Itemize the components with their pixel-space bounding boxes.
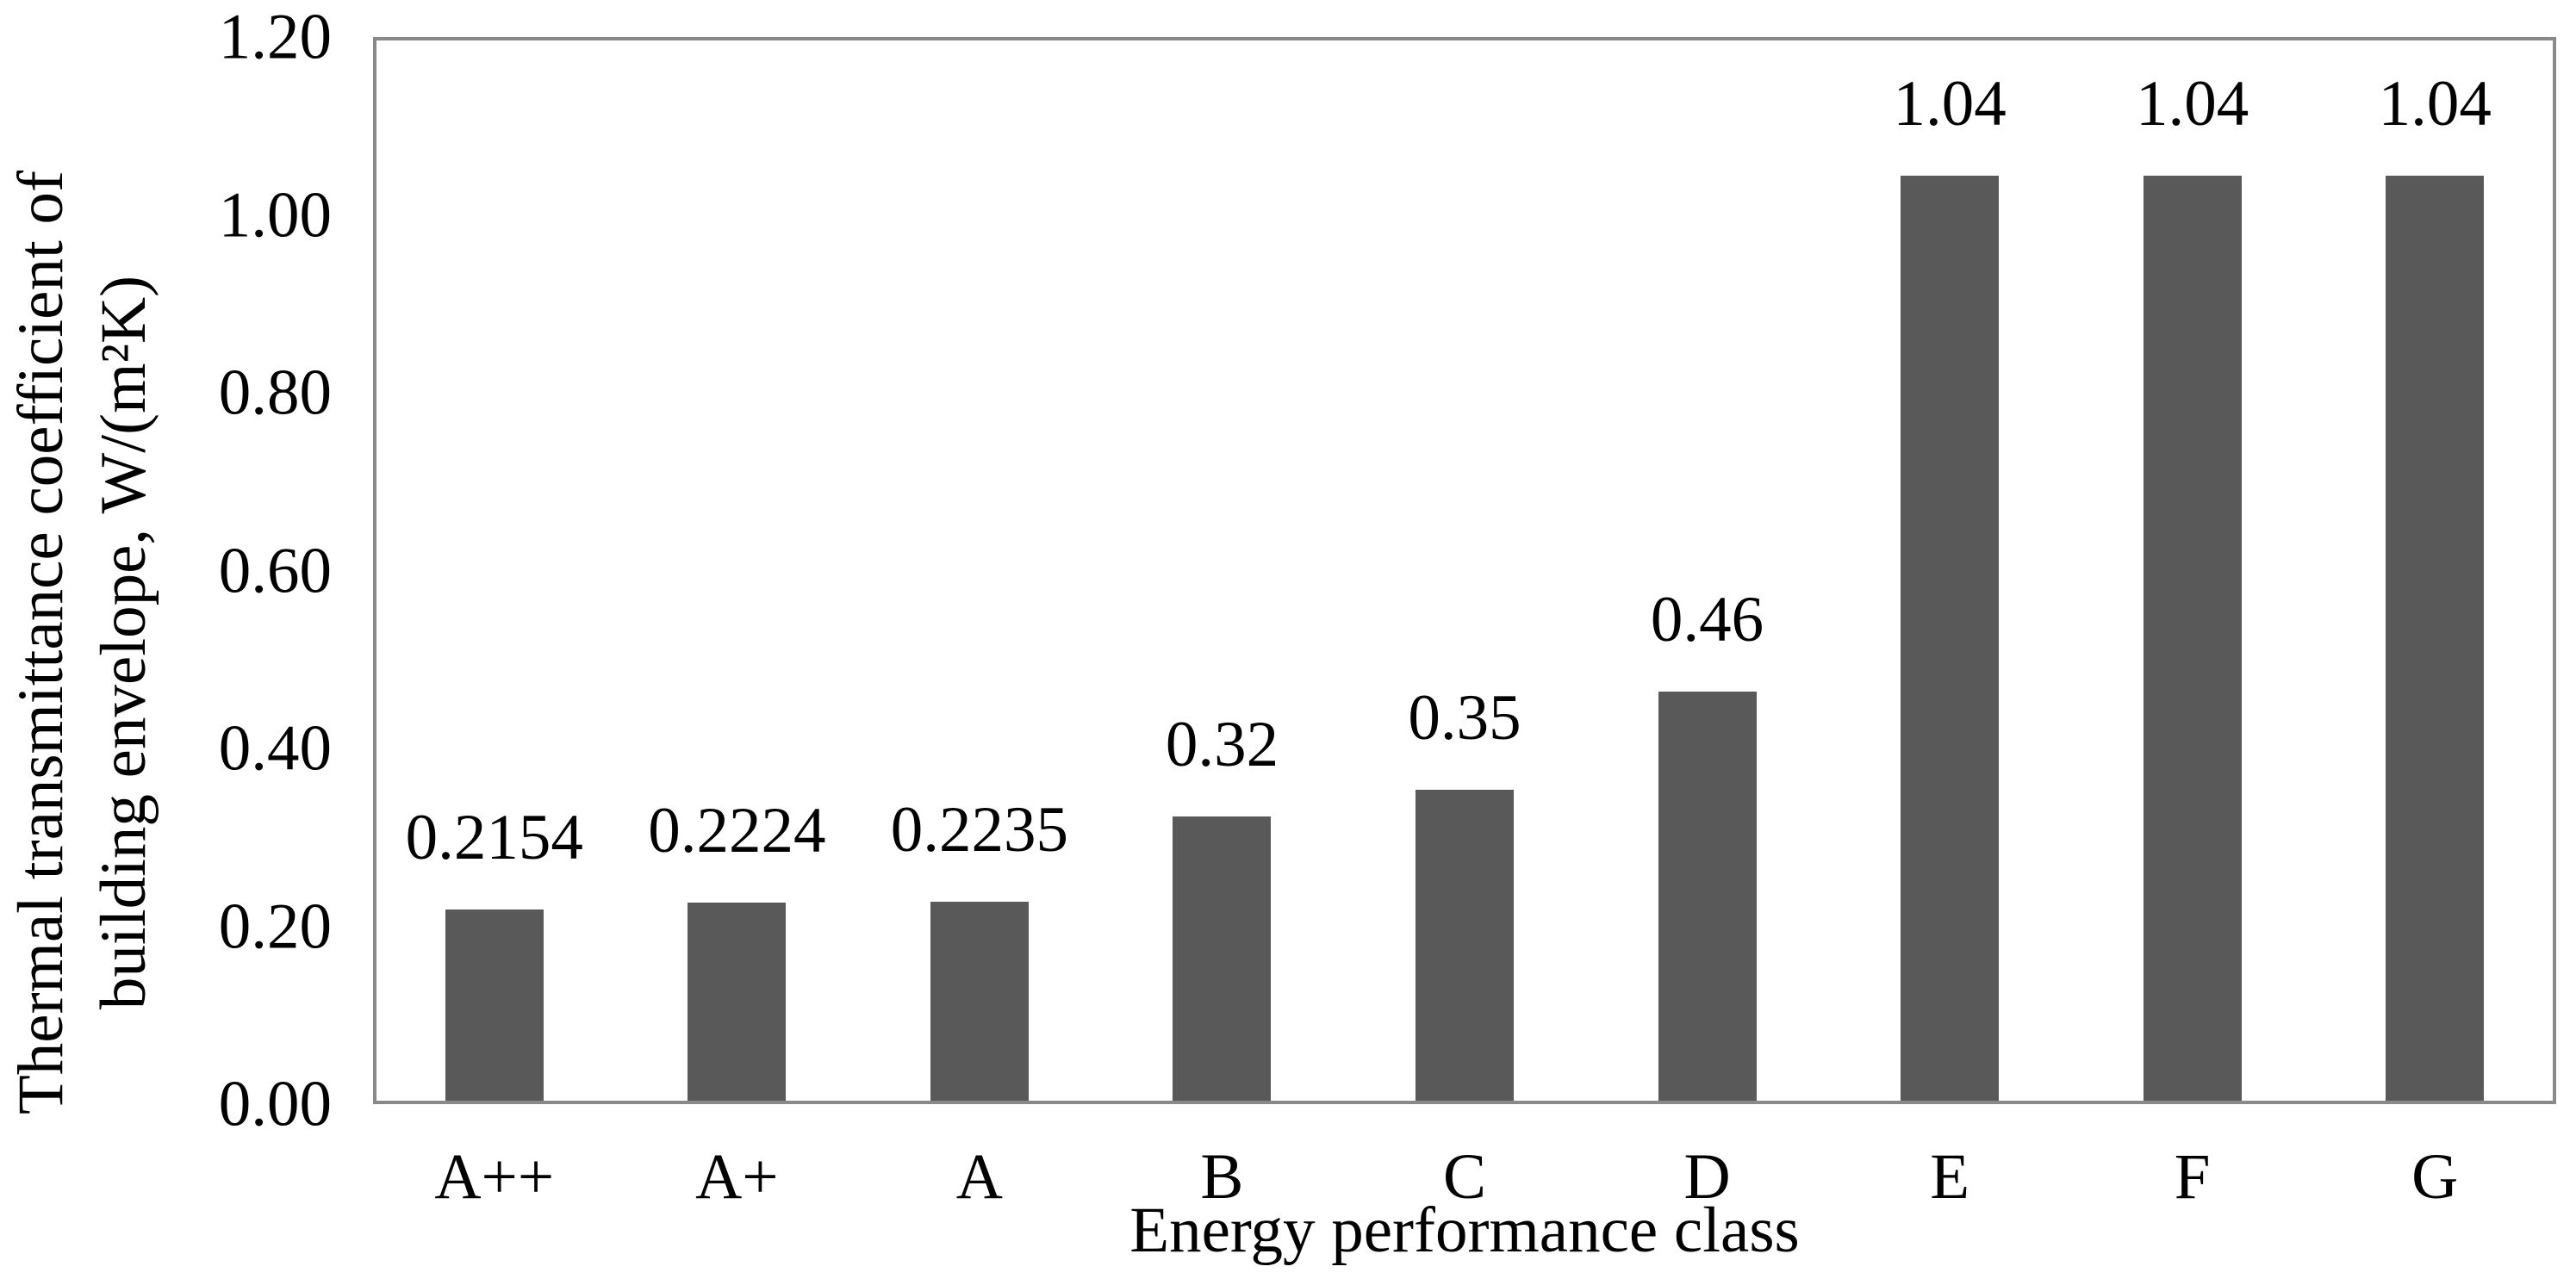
x-tick-label-B: B — [1200, 1141, 1244, 1213]
x-tick-label-A: A — [955, 1141, 1003, 1213]
bar-B — [1173, 816, 1272, 1101]
bar-A+ — [688, 903, 787, 1101]
bar-E — [1901, 176, 2000, 1101]
x-tick-label-C: C — [1442, 1141, 1487, 1213]
y-tick-label: 1.20 — [218, 1, 332, 73]
bar-value-label: 1.04 — [2136, 68, 2249, 140]
y-tick-label: 1.00 — [218, 179, 332, 251]
bar-A++ — [445, 909, 544, 1101]
bar-C — [1416, 789, 1514, 1101]
bar-G — [2386, 176, 2485, 1101]
bar-value-label: 0.35 — [1408, 681, 1521, 754]
y-tick-label: 0.20 — [218, 891, 332, 962]
x-tick-label-G: G — [2411, 1141, 2459, 1213]
bar-value-label: 1.04 — [2378, 68, 2492, 140]
x-axis-title: Energy performance class — [1129, 1195, 1800, 1266]
x-tick-label-E: E — [1930, 1141, 1970, 1213]
x-tick-label-F: F — [2174, 1141, 2211, 1213]
x-tick-label-A+: A+ — [695, 1141, 779, 1213]
bar-value-label: 0.32 — [1165, 708, 1279, 780]
x-tick-label-A++: A++ — [434, 1141, 555, 1213]
y-tick-label: 0.60 — [218, 535, 332, 606]
bar-value-label: 0.2224 — [648, 795, 826, 867]
y-tick-label: 0.80 — [218, 357, 332, 429]
x-tick-label-D: D — [1683, 1141, 1731, 1213]
bar-value-label: 0.46 — [1650, 584, 1764, 656]
bar-value-label: 0.2235 — [890, 794, 1068, 866]
bar-A — [930, 902, 1029, 1101]
bar-D — [1658, 692, 1757, 1101]
y-tick-label: 0.00 — [218, 1068, 332, 1140]
bar-value-label: 1.04 — [1893, 68, 2007, 140]
plot-area — [373, 37, 2556, 1104]
y-tick-label: 0.40 — [218, 712, 332, 785]
bar-F — [2143, 176, 2242, 1101]
bar-value-label: 0.2154 — [405, 801, 583, 873]
